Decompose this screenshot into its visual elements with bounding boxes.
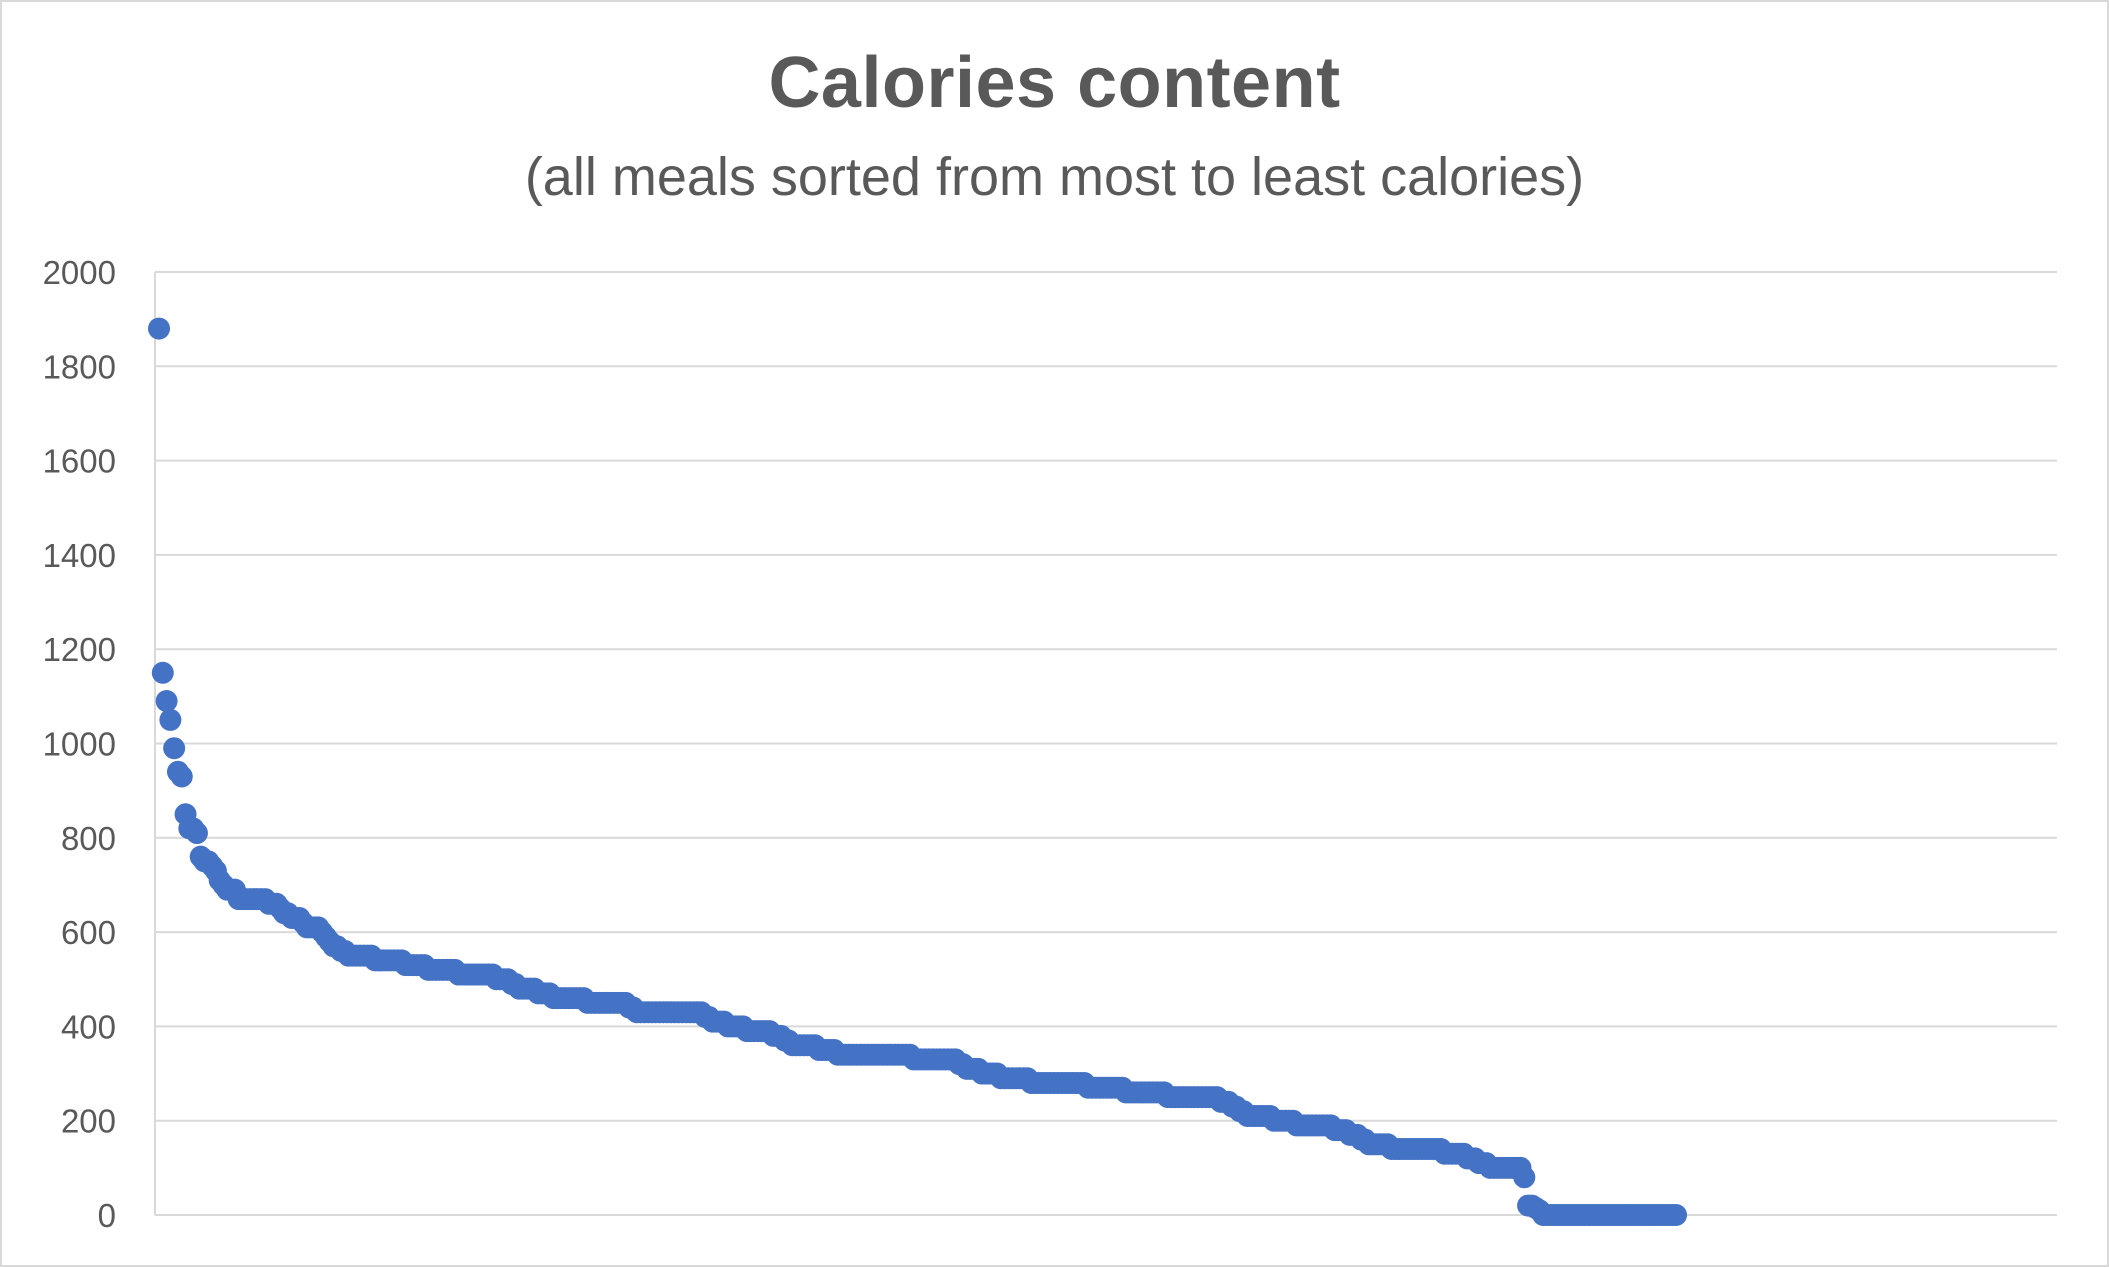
data-point — [155, 690, 178, 713]
chart-subtitle: (all meals sorted from most to least cal… — [524, 147, 1585, 207]
y-tick-label: 800 — [61, 820, 116, 857]
y-tick-label: 2000 — [43, 254, 116, 291]
data-points — [148, 317, 1687, 1226]
y-tick-label: 200 — [61, 1103, 116, 1140]
chart-title: Calories content — [768, 43, 1341, 123]
y-tick-label: 400 — [61, 1008, 116, 1045]
y-tick-label: 1400 — [43, 537, 116, 574]
data-point — [1513, 1166, 1536, 1189]
y-tick-label: 600 — [61, 914, 116, 951]
y-tick-label: 0 — [98, 1197, 116, 1234]
data-point — [1665, 1204, 1687, 1226]
gridlines — [154, 271, 2057, 1216]
data-point — [163, 737, 186, 760]
data-point — [185, 822, 208, 845]
y-axis-ticks: 0 200 400 600 800 1000 1200 1400 1600 1800 2000 — [43, 254, 116, 1234]
data-point — [148, 317, 170, 340]
y-tick-label: 1800 — [43, 348, 116, 385]
data-point — [159, 708, 182, 731]
y-tick-label: 1000 — [43, 726, 116, 763]
y-tick-label: 1600 — [43, 443, 116, 480]
y-tick-label: 1200 — [43, 631, 116, 668]
data-point — [170, 765, 193, 788]
data-point — [151, 661, 174, 684]
